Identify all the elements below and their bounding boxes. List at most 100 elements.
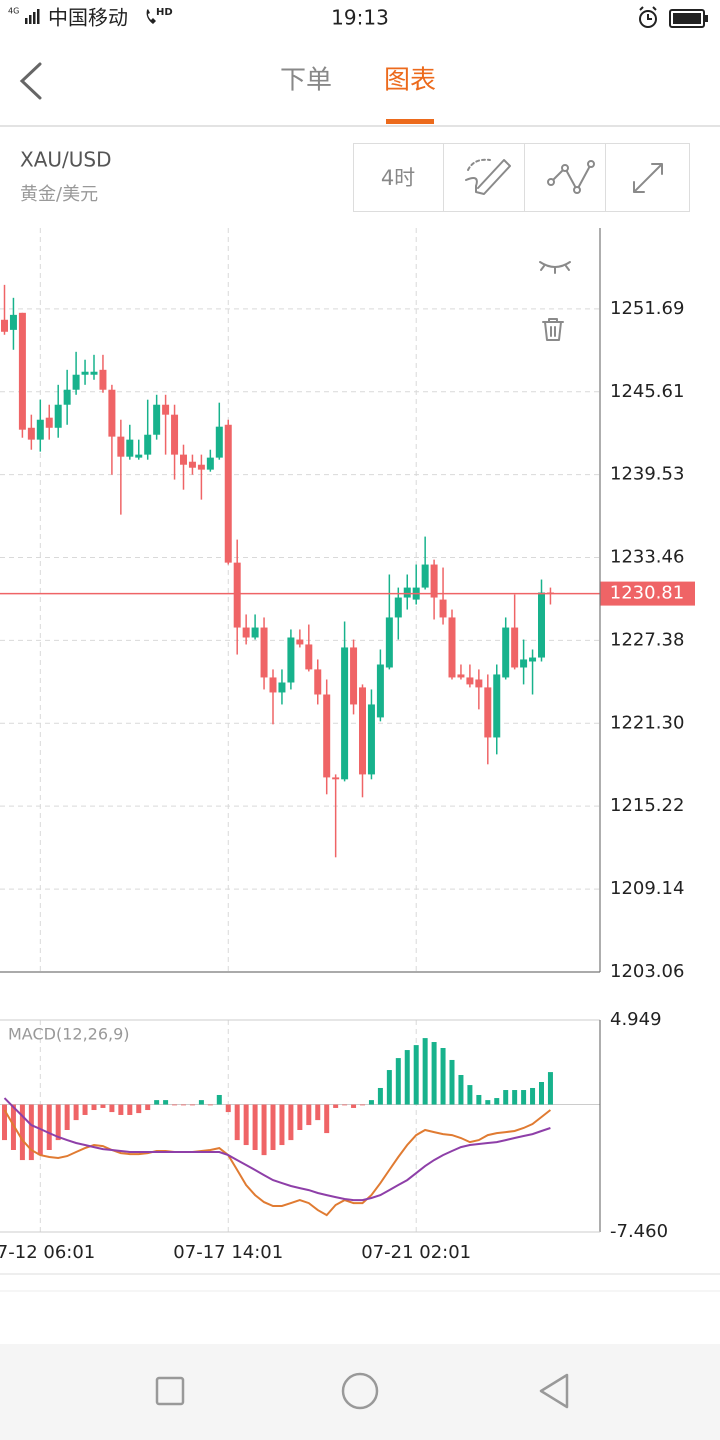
macd-bar (467, 1085, 473, 1105)
macd-bar (539, 1081, 544, 1105)
macd-bar (163, 1100, 169, 1105)
candle-body (36, 419, 44, 440)
network-type: 4G (8, 7, 19, 16)
macd-bar (530, 1087, 536, 1105)
candle-body (457, 674, 465, 678)
back-button[interactable] (19, 62, 42, 100)
candle-body (242, 627, 250, 638)
macd-bar (315, 1104, 321, 1121)
macd-bar (145, 1104, 151, 1111)
hd-badge: HD (156, 7, 173, 18)
macd-bar (100, 1104, 106, 1108)
macd-bar (476, 1094, 482, 1105)
macd-bar (127, 1104, 133, 1115)
candle-body (90, 371, 98, 375)
candle-body (305, 644, 313, 670)
macd-bar (503, 1090, 509, 1105)
delete-button[interactable] (542, 318, 564, 341)
home-button[interactable] (341, 1372, 379, 1410)
macd-bar (547, 1072, 553, 1105)
macd-bar (19, 1104, 25, 1161)
macd-bar (270, 1104, 276, 1150)
macd-bar (494, 1098, 500, 1105)
nav-back-button[interactable] (539, 1373, 569, 1409)
candle-body (18, 312, 26, 430)
y-tick-label: 4.949 (610, 1009, 662, 1030)
macd-bar (521, 1090, 527, 1105)
y-tick-label: 1203.06 (610, 961, 684, 982)
macd-bar (118, 1104, 124, 1115)
macd-line (3, 1097, 551, 1202)
timeframe-button[interactable]: 4时 (381, 166, 415, 190)
y-tick-label: 1245.61 (610, 381, 684, 402)
candle-body (45, 417, 53, 428)
candle-body (376, 664, 384, 718)
candle-body (484, 687, 492, 738)
candle-body (430, 564, 438, 598)
macd-bar (449, 1059, 455, 1105)
line-tool-button[interactable] (547, 160, 595, 194)
candle-body (224, 424, 232, 563)
macd-bar (216, 1094, 222, 1105)
tab[interactable]: 图表 (384, 66, 436, 96)
fullscreen-button[interactable] (633, 163, 663, 193)
candle-body (332, 777, 340, 780)
tab[interactable]: 下单 (280, 66, 332, 96)
macd-bar (225, 1104, 231, 1113)
candle-body (72, 374, 80, 390)
status-bar: 4G 中国移动 HD 19:13 (8, 6, 708, 30)
recents-button[interactable] (155, 1376, 185, 1406)
macd-bar (55, 1104, 61, 1141)
hide-button[interactable] (539, 261, 571, 274)
macd-bar (189, 1104, 195, 1106)
macd-bar (333, 1104, 339, 1108)
candle-body (529, 657, 537, 662)
y-tick-label: 1221.30 (610, 712, 684, 733)
macd-bar (2, 1104, 7, 1141)
price-chart: 1203.06 1209.14 1215.22 1221.30 1227.38 1233.… (0, 228, 695, 1263)
macd-bar (279, 1104, 285, 1146)
candle-body (520, 659, 528, 668)
candle-body (448, 617, 456, 678)
macd-bar (64, 1104, 70, 1131)
macd-bar (440, 1048, 446, 1105)
candle-body (180, 454, 187, 465)
candle-body (1, 319, 8, 332)
macd-bar (288, 1104, 294, 1141)
macd-bar (342, 1104, 348, 1106)
macd-bar (377, 1087, 383, 1105)
x-tick-label: 07-12 06:01 (0, 1242, 95, 1263)
candle-body (188, 461, 196, 468)
candle-body (108, 389, 116, 437)
macd-bar (404, 1050, 410, 1105)
candle-body (9, 314, 17, 330)
candle-body (144, 434, 152, 455)
macd-bar (458, 1074, 464, 1105)
y-tick-label: 1209.14 (610, 878, 684, 899)
y-tick-label: 1215.22 (610, 795, 684, 816)
x-tick-label: 07-17 14:01 (173, 1242, 283, 1263)
candle-body (260, 627, 268, 678)
alarm-icon (639, 6, 657, 28)
candle-body (233, 562, 241, 628)
symbol-name: 黄金/美元 (20, 184, 98, 205)
macd-bar (306, 1104, 312, 1126)
macd-bar (485, 1100, 491, 1105)
y-tick-label: 1227.38 (610, 629, 684, 650)
candle-body (314, 669, 322, 695)
y-tick-label: -7.460 (610, 1221, 668, 1242)
candle-body (162, 404, 170, 415)
candle-body (475, 679, 483, 688)
candle-body (171, 414, 179, 455)
candle-body (269, 677, 277, 693)
candle-body (287, 637, 295, 683)
macd-bar (324, 1104, 330, 1134)
candle-body (502, 627, 510, 678)
macd-line (3, 1109, 552, 1217)
draw-tool-button[interactable] (465, 158, 511, 195)
macd-bar (360, 1104, 365, 1106)
candle-body (538, 592, 545, 658)
candle-body (135, 454, 143, 458)
